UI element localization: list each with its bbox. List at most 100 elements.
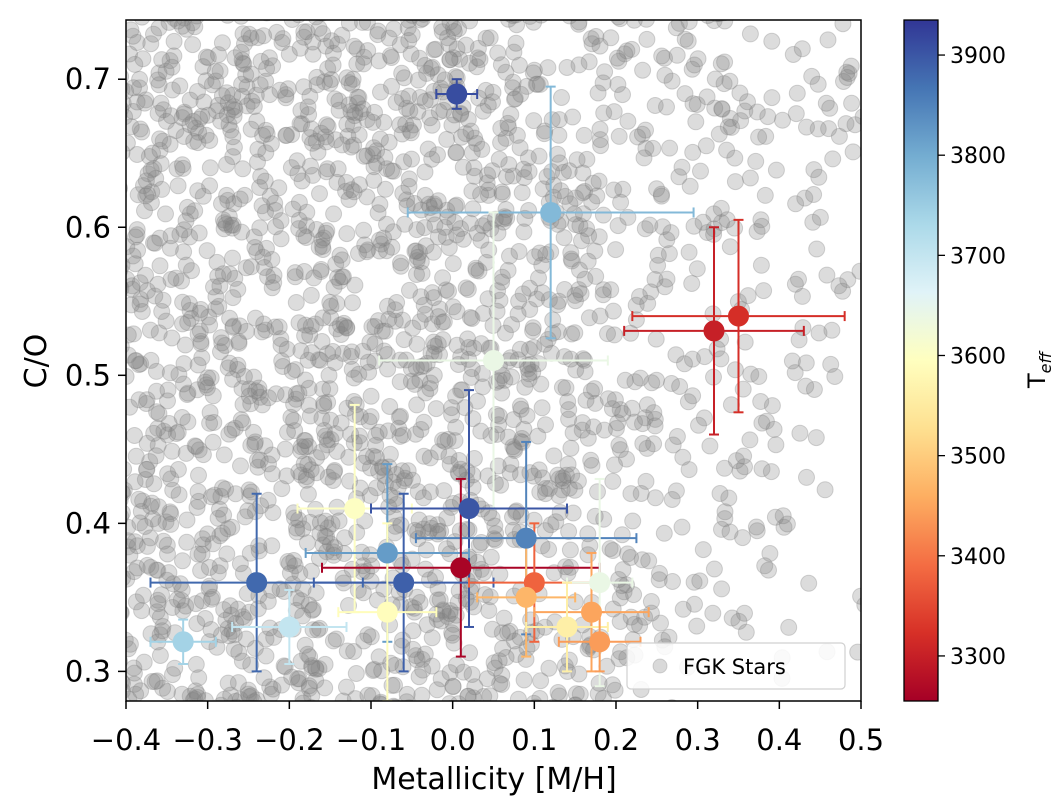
fgk-star-point — [334, 692, 352, 701]
fgk-star-point — [316, 0, 332, 2]
fgk-star-point — [631, 617, 649, 635]
fgk-star-point — [457, 279, 475, 297]
fgk-star-point — [144, 144, 161, 162]
fgk-star-point — [500, 20, 517, 28]
fgk-star-point — [229, 674, 247, 692]
fgk-star-point — [741, 25, 759, 43]
fgk-star-point — [312, 263, 330, 280]
fgk-star-point — [510, 243, 528, 260]
fgk-star-point — [362, 628, 380, 646]
fgk-star-point — [726, 361, 744, 379]
fgk-star-point — [299, 351, 317, 369]
fgk-star-point — [186, 690, 204, 701]
fgk-star-point — [265, 274, 283, 291]
fgk-star-point — [173, 156, 191, 174]
fgk-star-point — [440, 447, 458, 465]
fgk-star-point — [252, 52, 270, 70]
fgk-star-point — [85, 250, 101, 266]
fgk-star-point — [723, 118, 740, 136]
fgk-star-point — [511, 0, 527, 2]
fgk-star-point — [565, 205, 583, 223]
fgk-star-point — [686, 595, 703, 613]
fgk-star-point — [468, 135, 486, 152]
fgk-star-point — [484, 83, 502, 101]
fgk-star-point — [80, 589, 96, 605]
fgk-star-point — [345, 643, 363, 660]
fgk-star-point — [196, 0, 212, 11]
fgk-star-point — [603, 400, 621, 418]
fgk-star-point — [147, 362, 165, 380]
fgk-star-point — [786, 364, 804, 382]
fgk-star-point — [328, 0, 344, 1]
fgk-star-point — [716, 53, 734, 71]
fgk-star-point — [307, 584, 325, 602]
fgk-star-point — [211, 557, 229, 575]
fgk-star-point — [148, 603, 166, 621]
fgk-star-point — [275, 0, 291, 5]
fgk-star-point — [76, 187, 92, 203]
fgk-star-point — [684, 387, 702, 405]
fgk-star-point — [100, 171, 116, 187]
fgk-star-point — [797, 377, 815, 395]
fgk-star-point — [571, 217, 589, 235]
colorbar-tick-label: 3400 — [950, 545, 1006, 570]
fgk-star-point — [206, 486, 223, 504]
fgk-star-point — [157, 62, 175, 80]
fgk-star-point — [128, 93, 146, 111]
fgk-star-point — [482, 220, 500, 238]
fgk-star-point — [251, 179, 269, 196]
fgk-star-point — [438, 130, 456, 148]
fgk-star-point — [211, 527, 229, 545]
fgk-star-point — [246, 433, 264, 451]
fgk-star-point — [189, 83, 206, 100]
fgk-star-point — [150, 514, 167, 532]
fgk-star-point — [633, 125, 651, 143]
fgk-star-point — [199, 525, 217, 543]
fgk-star-point — [376, 467, 394, 485]
fgk-star-point — [423, 0, 439, 7]
fgk-star-point — [371, 0, 387, 4]
fgk-star-point — [126, 228, 144, 246]
fgk-star-point — [395, 331, 413, 349]
fgk-star-point — [299, 98, 317, 116]
fgk-star-point — [554, 472, 572, 490]
fgk-star-point — [288, 519, 305, 537]
fgk-star-point — [134, 50, 152, 68]
fgk-star-point — [762, 463, 780, 481]
fgk-star-point — [337, 174, 355, 191]
fgk-star-point — [207, 288, 225, 306]
fgk-star-point — [161, 239, 179, 257]
fgk-star-point — [380, 498, 398, 516]
fgk-star-point — [328, 498, 346, 516]
fgk-star-point — [226, 101, 244, 119]
fgk-star-point — [229, 280, 247, 298]
fgk-star-point — [775, 518, 793, 536]
fgk-star-point — [533, 399, 551, 417]
fgk-star-point — [615, 583, 633, 601]
fgk-star-point — [783, 352, 801, 370]
fgk-star-point — [810, 324, 828, 342]
fgk-star-point — [452, 105, 470, 123]
fgk-star-point — [330, 92, 348, 110]
fgk-star-point — [254, 248, 272, 266]
fgk-star-point — [149, 419, 167, 437]
fgk-star-point — [366, 103, 383, 121]
fgk-star-point — [206, 62, 224, 80]
fgk-star-point — [731, 0, 747, 8]
fgk-star-point — [530, 147, 548, 165]
fgk-star-point — [78, 576, 94, 592]
fgk-star-point — [860, 128, 861, 133]
fgk-star-point — [238, 97, 256, 115]
fgk-star-point — [167, 122, 185, 140]
fgk-star-point — [262, 0, 278, 12]
fgk-star-point — [741, 431, 759, 449]
fgk-star-point — [126, 532, 137, 550]
fgk-star-point — [834, 282, 852, 300]
fgk-star-point — [162, 271, 180, 288]
fgk-star-point — [95, 617, 111, 633]
fgk-star-point — [520, 202, 538, 219]
fgk-star-point — [698, 88, 716, 106]
fgk-star-point — [223, 421, 241, 439]
fgk-star-point — [173, 272, 190, 290]
